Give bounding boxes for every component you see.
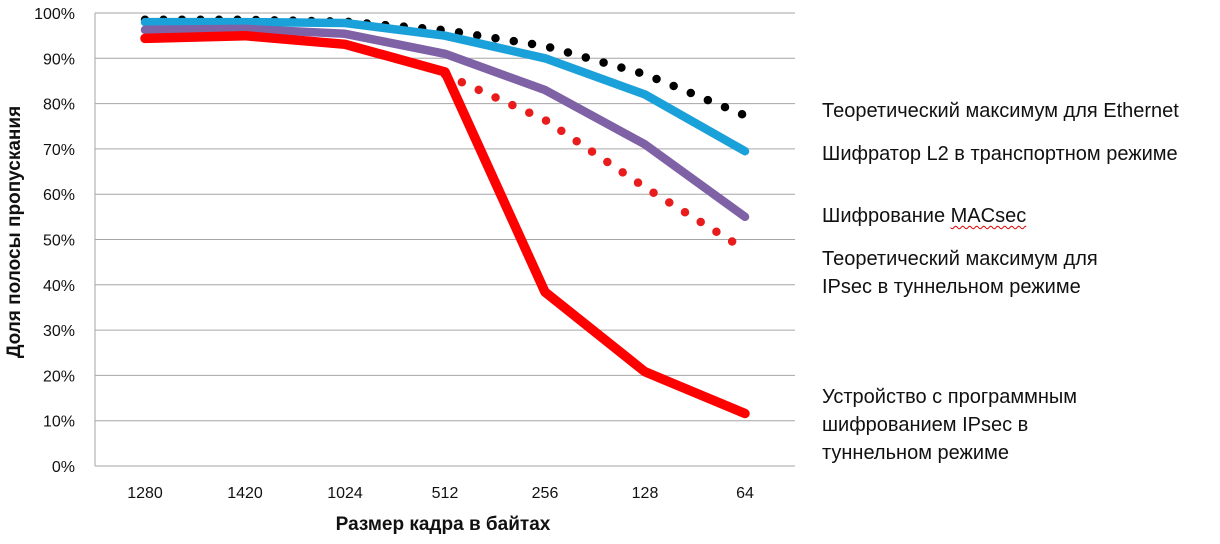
legend-item-macsec: Шифрование MACsec	[822, 202, 1217, 230]
legend-label-ipsec-max-line2: IPsec в туннельном режиме	[822, 276, 1081, 298]
y-tick-label: 80%	[43, 97, 75, 114]
y-axis-label: Доля полосы пропускания	[4, 106, 25, 358]
y-tick-label: 100%	[34, 6, 75, 23]
legend-item-ethernet-max: Теоретический максимум для Ethernet	[822, 97, 1217, 125]
x-tick-label: 512	[432, 485, 459, 502]
series-line-4	[440, 70, 750, 254]
legend-item-ipsec-max: Теоретический максимум для IPsec в тунне…	[822, 245, 1217, 301]
x-tick-labels: 1280 1420 1024 512 256 128 64	[127, 485, 754, 502]
legend-label-software-line3: туннельном режиме	[822, 442, 1009, 464]
x-tick-label: 128	[632, 485, 659, 502]
y-tick-label: 50%	[43, 233, 75, 250]
legend-label-macsec-word: MACsec	[950, 205, 1027, 227]
legend-label-macsec-prefix: Шифрование	[822, 205, 951, 227]
series-lines	[140, 15, 750, 419]
x-tick-label: 1280	[127, 485, 163, 502]
y-tick-label: 90%	[43, 51, 75, 68]
y-tick-label: 0%	[52, 459, 75, 476]
legend-label-ethernet-max: Теоретический максимум для Ethernet	[822, 100, 1179, 122]
y-tick-label: 10%	[43, 414, 75, 431]
y-tick-label: 60%	[43, 187, 75, 204]
x-tick-label: 256	[532, 485, 559, 502]
x-tick-label: 1024	[327, 485, 363, 502]
y-tick-label: 30%	[43, 323, 75, 340]
legend-label-macsec: Шифрование MACsec	[822, 202, 1217, 230]
series-line-2	[140, 17, 750, 156]
y-tick-labels: 0% 10% 20% 30% 40% 50% 60% 70% 80% 90% 100%	[34, 6, 75, 476]
legend-label-software-line1: Устройство с программным	[822, 386, 1078, 408]
gridlines	[94, 12, 795, 467]
legend-item-software-ipsec: Устройство с программным шифрованием IPs…	[822, 383, 1217, 467]
y-tick-label: 20%	[43, 368, 75, 385]
legend-label-ipsec-max-line1: Теоретический максимум для	[822, 248, 1098, 270]
series-line-3	[140, 24, 750, 222]
series-line-5	[140, 30, 750, 419]
legend-label-software-line2: шифрованием IPsec в	[822, 414, 1029, 436]
legend-label-l2-encryptor: Шифратор L2 в транспортном режиме	[822, 143, 1178, 165]
x-tick-label: 64	[736, 485, 754, 502]
y-tick-label: 70%	[43, 142, 75, 159]
y-tick-label: 40%	[43, 278, 75, 295]
x-tick-label: 1420	[227, 485, 263, 502]
x-axis-label: Размер кадра в байтах	[336, 514, 551, 535]
legend-item-l2-encryptor: Шифратор L2 в транспортном режиме	[822, 140, 1217, 168]
